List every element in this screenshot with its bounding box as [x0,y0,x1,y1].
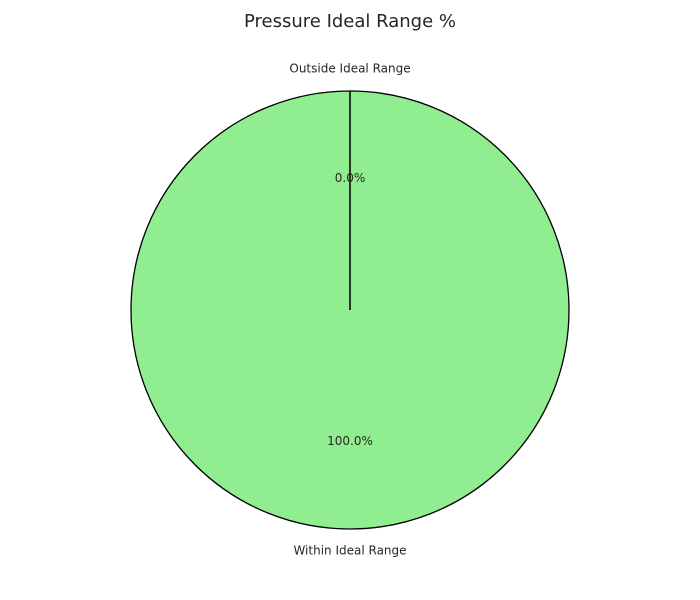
slice-label-outside-ideal-range: Outside Ideal Range [289,62,410,76]
chart-title: Pressure Ideal Range % [243,11,457,32]
slice-label-within-ideal-range: Within Ideal Range [293,543,406,557]
slice-percent-outside-ideal-range: 0.0% [335,171,366,185]
slice-percent-within-ideal-range: 100.0% [327,434,373,448]
